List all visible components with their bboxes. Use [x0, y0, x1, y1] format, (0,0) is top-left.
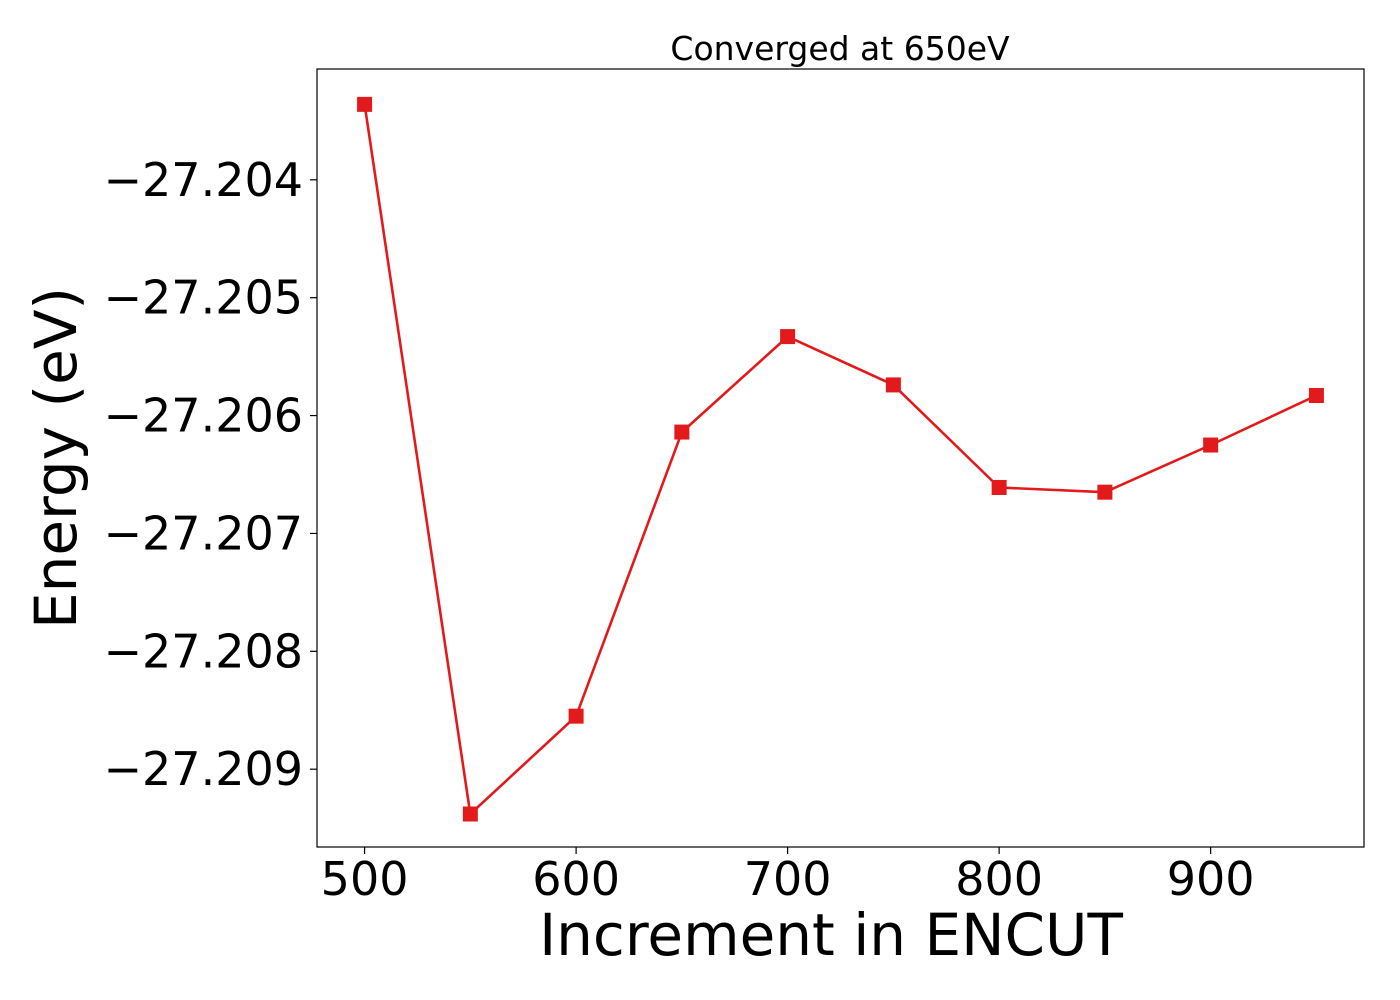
data-point-marker [674, 424, 690, 440]
y-tick-label: −27.209 [104, 742, 304, 796]
x-axis-ticks: 500 600 700 800 900 [321, 847, 1255, 906]
x-tick-label: 600 [532, 852, 620, 906]
x-axis-title: Increment in ENCUT [539, 901, 1123, 969]
data-point-marker [568, 708, 584, 724]
data-point-marker [1203, 437, 1219, 453]
y-axis-title: Energy (eV) [22, 287, 90, 629]
data-point-marker [780, 329, 796, 345]
series-line [363, 104, 1317, 816]
plot-area-frame [316, 68, 1365, 848]
y-tick-label: −27.207 [104, 506, 304, 560]
y-tick-label: −27.204 [104, 153, 304, 207]
data-point-marker [1308, 388, 1324, 404]
x-tick-label: 700 [744, 852, 832, 906]
data-point-marker [1097, 484, 1113, 500]
data-point-marker [991, 479, 1007, 495]
y-tick-label: −27.206 [104, 389, 304, 443]
y-tick-label: −27.205 [104, 271, 304, 325]
y-tick-label: −27.208 [104, 624, 304, 678]
x-tick-label: 500 [321, 852, 409, 906]
chart-title: Converged at 650eV [670, 29, 1010, 68]
x-tick-label: 800 [955, 852, 1043, 906]
data-point-marker [357, 96, 373, 112]
y-axis-ticks: −27.204 −27.205 −27.206 −27.207 −27.208 −27.2… [104, 153, 317, 796]
energy-series [357, 96, 1324, 822]
data-point-marker [885, 377, 901, 393]
x-tick-label: 900 [1167, 852, 1255, 906]
data-point-marker [462, 806, 478, 822]
